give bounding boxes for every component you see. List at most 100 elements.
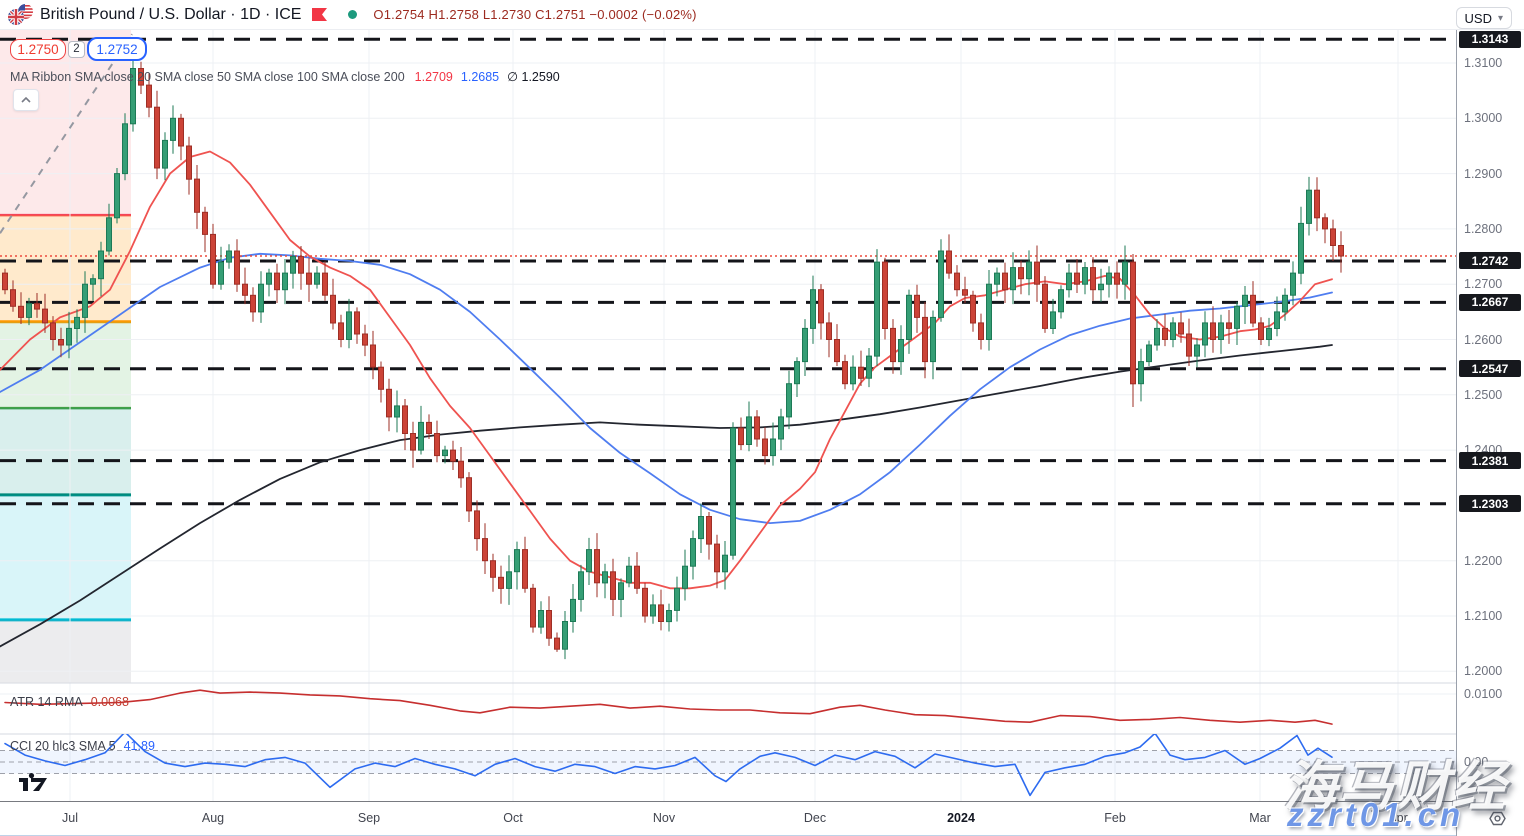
candle-body <box>1210 322 1216 340</box>
candle-body <box>218 261 224 285</box>
price-zone-band <box>0 494 131 620</box>
currency-unit-button[interactable]: USD ▾ <box>1455 7 1512 29</box>
atr-tick-label: 0.0100 <box>1464 687 1503 701</box>
candle-body <box>306 272 312 285</box>
candle-body <box>346 311 352 340</box>
candle-body <box>770 438 776 457</box>
candle-body <box>322 272 328 296</box>
sr-level-price-label: 1.2381 <box>1459 452 1521 470</box>
candle-body <box>1218 322 1224 340</box>
candle-body <box>338 322 344 340</box>
candle-body <box>1330 228 1336 246</box>
candle-body <box>762 438 768 457</box>
candle-body <box>882 261 888 330</box>
candle-body <box>426 421 432 434</box>
candle-body <box>74 316 80 329</box>
candle-body <box>2 272 8 291</box>
atr-legend[interactable]: ATR 14 RMA 0.0068 <box>10 695 129 709</box>
cci-label: CCI 20 hlc3 SMA 5 <box>10 739 116 753</box>
candle-body <box>1178 322 1184 335</box>
chart-background <box>0 0 1456 836</box>
month-label: Feb <box>1104 811 1126 825</box>
sma20-value: 1.2709 <box>414 70 453 84</box>
candle-body <box>410 433 416 451</box>
order-labels: 1.2750 2 1.2752 <box>10 37 147 61</box>
ohlc-values: O1.2754 H1.2758 L1.2730 C1.2751 −0.0002 … <box>373 7 697 22</box>
candle-body <box>522 549 528 589</box>
symbol-title[interactable]: British Pound / U.S. Dollar · 1D · ICE <box>40 5 302 23</box>
red-flag-icon[interactable] <box>312 8 328 21</box>
candle-body <box>554 637 560 650</box>
candle-body <box>138 68 144 86</box>
time-axis[interactable]: Jul Aug Sep Oct Nov Dec 2024 Feb Mar Apr <box>0 802 1456 835</box>
candle-body <box>114 173 120 219</box>
candle-body <box>274 272 280 291</box>
candle-body <box>18 305 24 318</box>
candle-body <box>954 272 960 291</box>
collapse-legend-button[interactable] <box>13 89 39 111</box>
cci-legend[interactable]: CCI 20 hlc3 SMA 5 41.89 <box>10 739 155 753</box>
order-quantity-label[interactable]: 2 <box>68 40 85 58</box>
ma-ribbon-legend[interactable]: MA Ribbon SMA close 20 SMA close 50 SMA … <box>10 69 560 84</box>
candle-body <box>202 211 208 235</box>
candle-body <box>1322 217 1328 230</box>
candle-body <box>58 339 64 346</box>
candle-body <box>314 272 320 285</box>
candle-body <box>1058 289 1064 313</box>
candle-body <box>1274 311 1280 329</box>
candle-body <box>90 278 96 285</box>
candle-body <box>834 339 840 363</box>
candle-body <box>634 565 640 589</box>
candle-body <box>394 405 400 418</box>
cci-tick-label: 0.00 <box>1464 755 1489 769</box>
candle-body <box>1146 344 1152 363</box>
candle-body <box>434 433 440 457</box>
candle-body <box>282 272 288 291</box>
candle-body <box>242 283 248 296</box>
month-label: Oct <box>503 811 523 825</box>
candle-body <box>570 598 576 623</box>
market-status-dot[interactable] <box>348 10 358 19</box>
price-zone-band <box>0 619 131 683</box>
candle-body <box>602 571 608 584</box>
candle-body <box>1250 294 1256 324</box>
price-tick-label: 1.3000 <box>1464 111 1503 126</box>
chevron-down-icon: ▾ <box>1497 12 1503 24</box>
chart-canvas[interactable] <box>0 0 1456 836</box>
cci-line <box>4 734 1333 797</box>
candle-body <box>530 587 536 628</box>
candle-body <box>1050 311 1056 329</box>
month-label: Mar <box>1249 811 1271 825</box>
candle-body <box>1002 272 1008 291</box>
price-scale[interactable]: 1.3100 1.3000 1.2900 1.2800 1.2700 1.2600 1.25… <box>1456 0 1524 836</box>
candle-body <box>826 322 832 340</box>
symbol-header-bar: British Pound / U.S. Dollar · 1D · ICE O… <box>0 0 1524 30</box>
candle-body <box>1306 189 1312 224</box>
candle-body <box>298 256 304 274</box>
candle-body <box>210 233 216 285</box>
candle-body <box>802 327 808 363</box>
candle-body <box>922 316 928 363</box>
candle-body <box>234 250 240 285</box>
tradingview-logo[interactable] <box>18 773 48 797</box>
candle-body <box>1122 261 1128 285</box>
candle-body <box>130 68 136 125</box>
candle-body <box>1242 294 1248 307</box>
candle-body <box>226 250 232 263</box>
candle-body <box>1074 272 1080 285</box>
candle-body <box>250 294 256 313</box>
axis-settings-icon[interactable] <box>1489 810 1506 832</box>
order-sell-price-label[interactable]: 1.2750 <box>10 38 66 60</box>
candle-body <box>458 460 464 479</box>
candle-body <box>50 322 56 340</box>
candle-body <box>450 449 456 462</box>
sr-level-price-label: 1.2742 <box>1459 252 1521 270</box>
order-buy-price-label[interactable]: 1.2752 <box>87 37 147 61</box>
candle-body <box>1106 272 1112 285</box>
month-label: Sep <box>357 811 381 825</box>
chevron-up-icon <box>21 97 31 103</box>
gb-us-flag-icon <box>8 3 34 25</box>
candle-body <box>418 421 424 451</box>
candle-body <box>442 449 448 457</box>
sr-level-price-label: 1.3143 <box>1459 30 1521 48</box>
